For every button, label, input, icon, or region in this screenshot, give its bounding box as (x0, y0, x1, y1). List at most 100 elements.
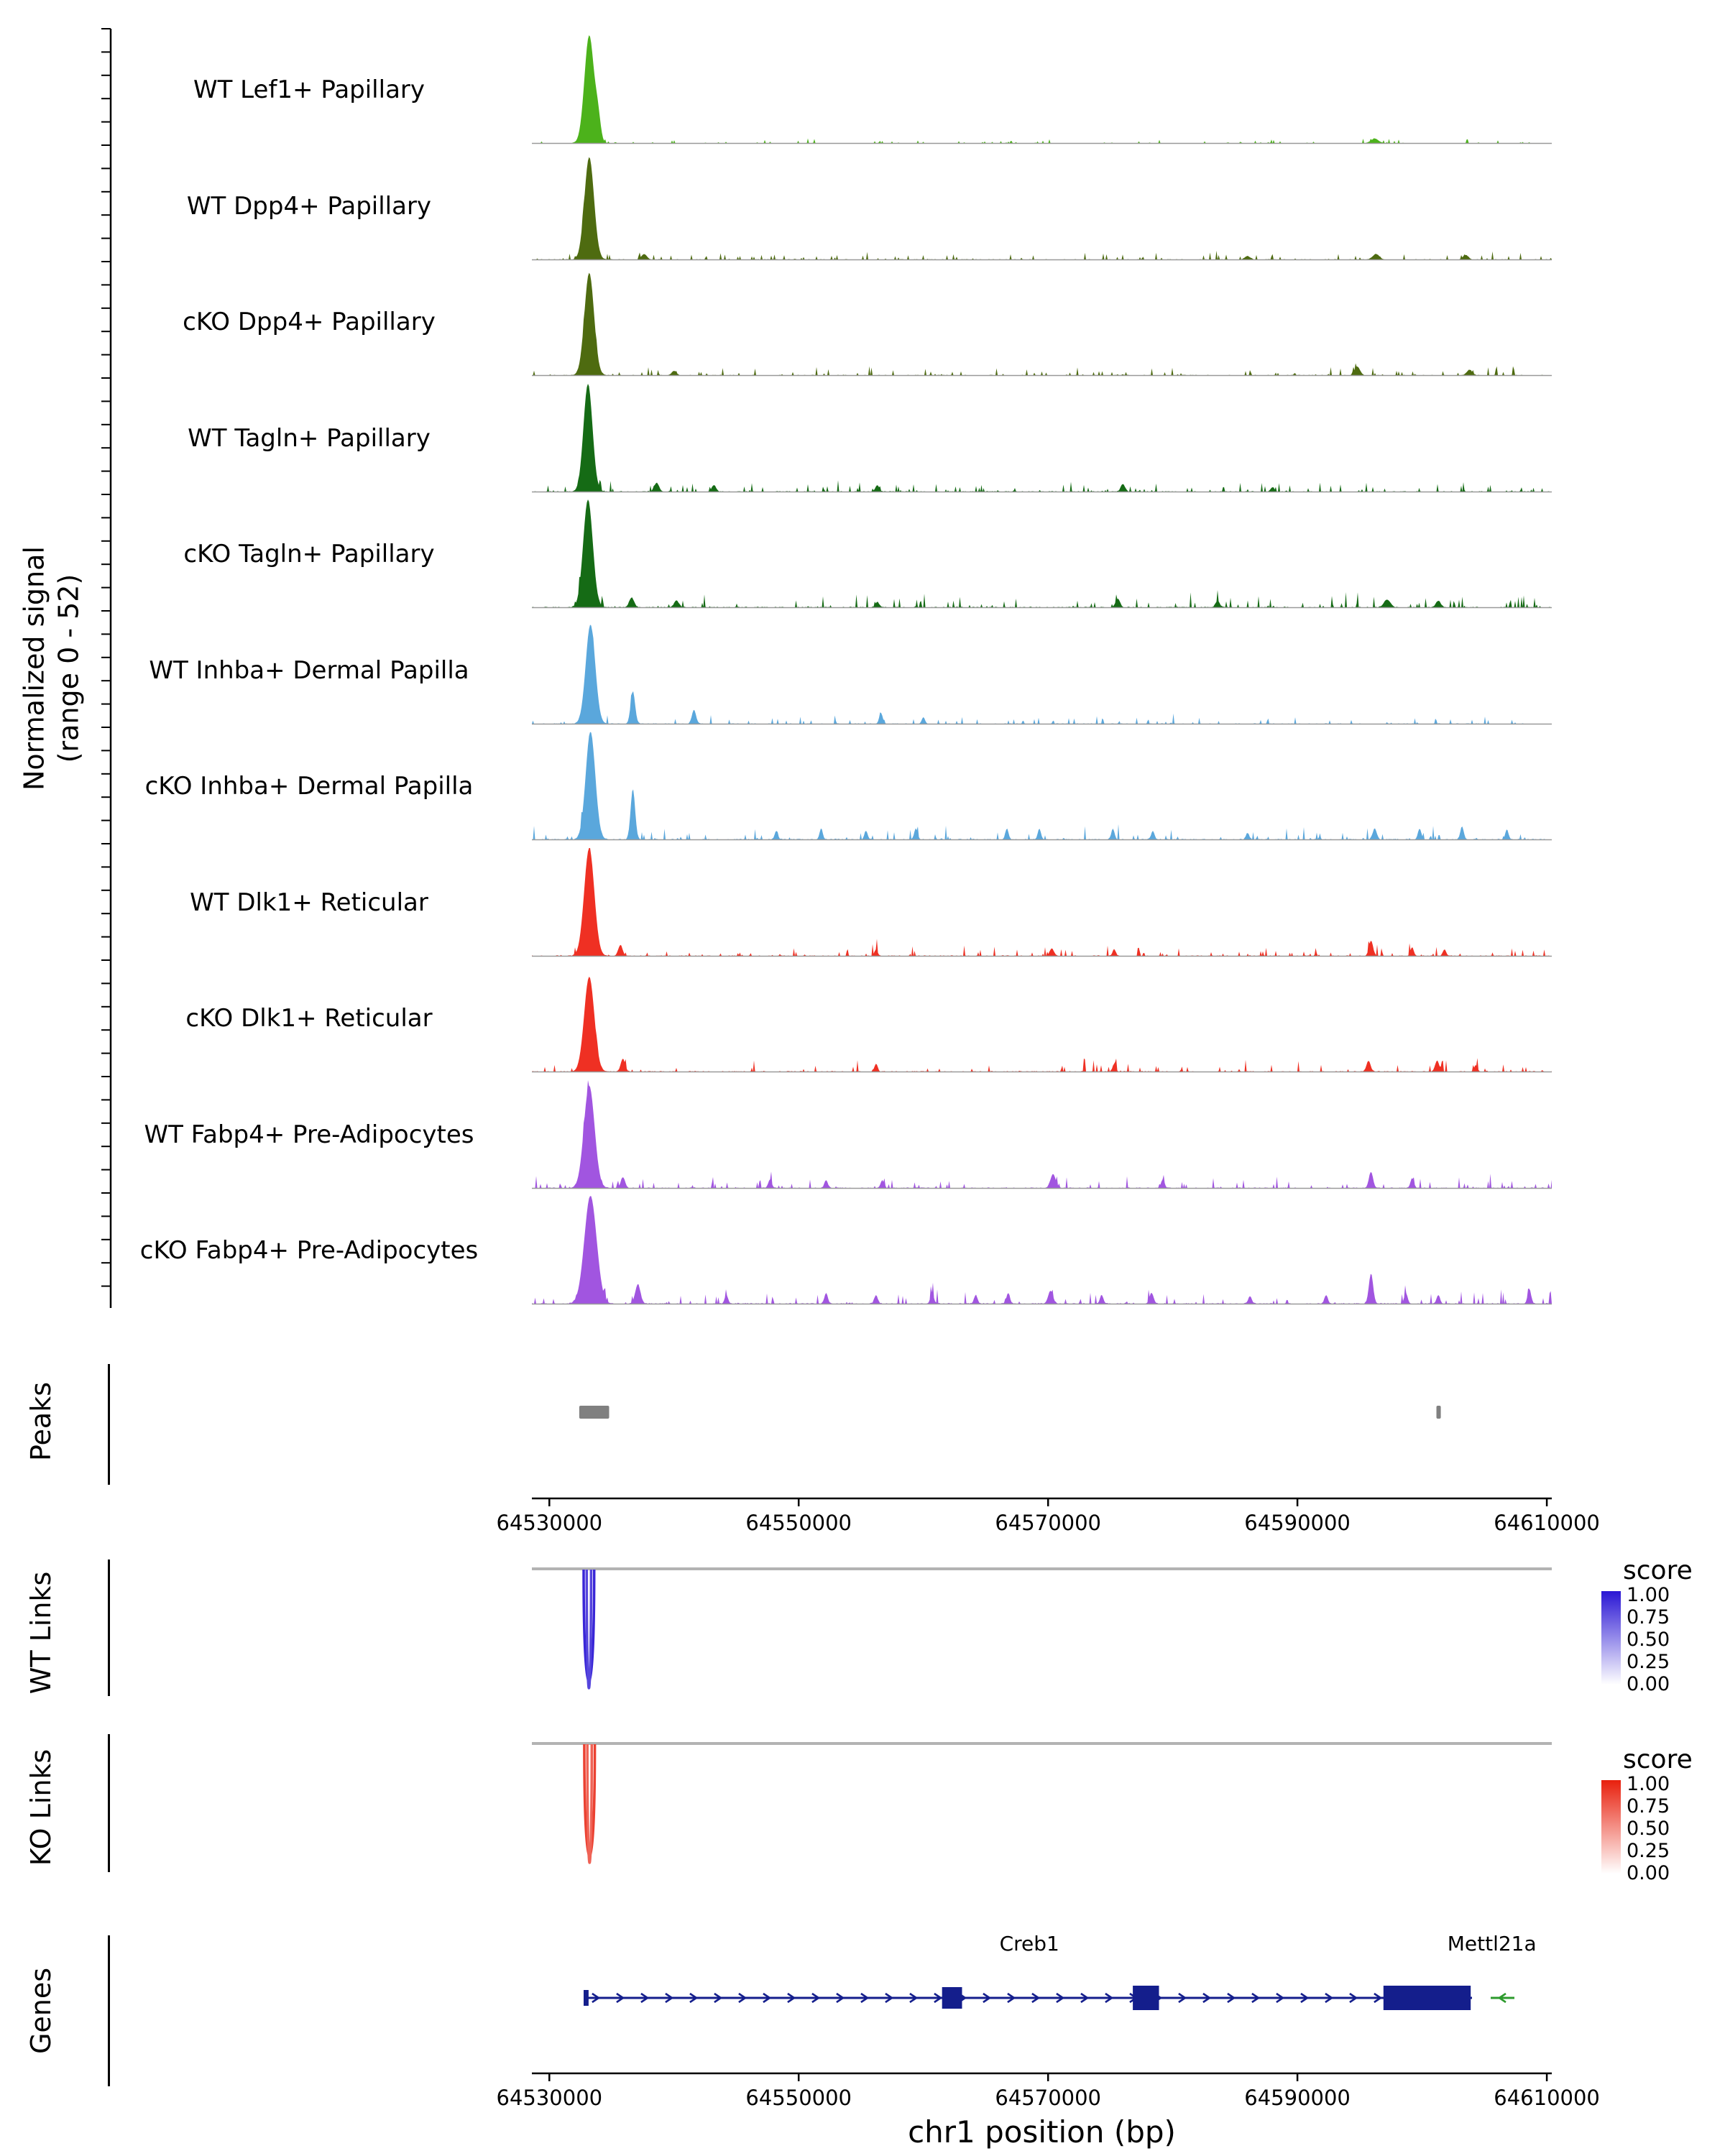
axis-tick-label: 64530000 (496, 2086, 602, 2110)
genes-section-label: Genes (25, 1967, 57, 2055)
strand-arrow-icon (640, 1992, 650, 2004)
wt-legend-tick-labels: 1.00 0.75 0.50 0.25 0.00 (1627, 1584, 1670, 1695)
coverage-area (532, 383, 1552, 492)
track-label-7: WT Dlk1+ Reticular (190, 888, 428, 917)
signal-track-8 (532, 977, 1552, 1073)
legend-tick-label: 0.25 (1627, 1840, 1670, 1862)
strand-arrow-icon (1178, 1992, 1187, 2004)
track-label-0: WT Lef1+ Papillary (193, 75, 426, 104)
legend-tick-label: 1.00 (1627, 1584, 1670, 1606)
ko-legend-tick-labels: 1.00 0.75 0.50 0.25 0.00 (1627, 1773, 1670, 1884)
strand-arrow-icon (1031, 1992, 1041, 2004)
coverage-area (532, 272, 1552, 375)
exon-rect (1383, 1986, 1471, 2010)
track-label-5: WT Inhba+ Dermal Papilla (149, 655, 469, 685)
strand-arrow-icon (1202, 1992, 1212, 2004)
signal-track-5 (532, 624, 1552, 724)
coverage-area (532, 732, 1552, 839)
strand-arrow-icon (1349, 1992, 1358, 2004)
genes-plot: Creb1 Mettl21a (584, 1932, 1537, 2010)
legend-tick-label: 0.50 (1627, 1628, 1670, 1651)
signal-track-1 (532, 157, 1552, 260)
exon-rect (942, 1987, 962, 2009)
axis-tick-label: 64550000 (745, 2086, 852, 2110)
coverage-area (532, 624, 1552, 724)
ko-links-axis-line (108, 1734, 110, 1872)
signal-track-7 (532, 847, 1552, 957)
strand-arrow-icon (616, 1992, 625, 2004)
strand-arrow-icon (1374, 1992, 1383, 2004)
axis-tick-label: 64610000 (1494, 1511, 1600, 1535)
strand-arrow-icon (1497, 1992, 1506, 2004)
strand-arrow-icon (592, 1992, 601, 2004)
strand-arrow-icon (763, 1992, 772, 2004)
wt-legend-title: score (1623, 1556, 1693, 1585)
track-label-3: WT Tagln+ Papillary (188, 423, 431, 453)
peak-interval (579, 1406, 610, 1419)
track-label-2: cKO Dpp4+ Papillary (183, 308, 436, 336)
link-arc (583, 1743, 597, 1858)
coverage-area (532, 35, 1552, 143)
coverage-area (532, 1079, 1552, 1188)
strand-arrow-icon (1227, 1992, 1236, 2004)
wt-links-score-legend: score 1.00 0.75 0.50 0.25 0.00 (1601, 1556, 1725, 1695)
link-arc (586, 1743, 594, 1864)
axis-tick-label: 64570000 (995, 1511, 1101, 1535)
strand-arrow-icon (1080, 1992, 1090, 2004)
gene-label: Creb1 (1000, 1932, 1059, 1955)
legend-tick-label: 0.00 (1627, 1862, 1670, 1884)
strand-arrow-icon (1056, 1992, 1065, 2004)
ko-legend-title: score (1623, 1745, 1693, 1774)
link-arc (582, 1569, 596, 1683)
legend-tick-label: 0.00 (1627, 1673, 1670, 1695)
peak-interval (1436, 1406, 1441, 1419)
strand-arrow-icon (689, 1992, 699, 2004)
signal-track-6 (532, 732, 1552, 841)
axis-tick-label: 64570000 (995, 2086, 1101, 2110)
strand-arrow-icon (1325, 1992, 1334, 2004)
strand-arrow-icon (811, 1992, 821, 2004)
ko-legend-gradient-bar (1601, 1780, 1621, 1874)
signal-track-0 (532, 35, 1552, 144)
axis-tick-label: 64530000 (496, 1511, 602, 1535)
strand-arrow-icon (983, 1992, 992, 2004)
signal-tracks (532, 29, 1552, 1315)
exon-rect (1133, 1986, 1159, 2010)
legend-tick-label: 0.75 (1627, 1606, 1670, 1628)
coverage-area (532, 847, 1552, 956)
peaks-section-label: Peaks (25, 1381, 57, 1462)
legend-tick-label: 0.75 (1627, 1795, 1670, 1818)
strand-arrow-icon (665, 1992, 674, 2004)
strand-arrow-icon (885, 1992, 894, 2004)
coverage-area (532, 977, 1552, 1072)
track-label-9: WT Fabp4+ Pre-Adipocytes (144, 1120, 474, 1149)
strand-arrow-icon (836, 1992, 845, 2004)
y-axis-label-line2: (range 0 - 52) (52, 573, 84, 763)
signal-track-9 (532, 1079, 1552, 1189)
strand-arrow-icon (1300, 1992, 1310, 2004)
genes-axis-line (108, 1935, 110, 2086)
ko-links-plot (532, 1742, 1552, 1864)
strand-arrow-icon (860, 1992, 870, 2004)
legend-tick-label: 1.00 (1627, 1773, 1670, 1795)
y-axis-label: Normalized signal (range 0 - 52) (18, 546, 86, 791)
ko-links-score-legend: score 1.00 0.75 0.50 0.25 0.00 (1601, 1745, 1725, 1884)
genomic-axis-upper: 64530000 64550000 64570000 64590000 64610000 (496, 1497, 1600, 1535)
ko-links-section-label: KO Links (25, 1749, 57, 1866)
strand-arrow-icon (787, 1992, 796, 2004)
signal-y-axis-ruler (101, 28, 112, 1308)
x-axis-title: chr1 position (bp) (908, 2114, 1176, 2150)
wt-links-axis-line (108, 1560, 110, 1696)
coverage-area (532, 1196, 1552, 1304)
signal-track-3 (532, 383, 1552, 492)
strand-arrow-icon (1251, 1992, 1261, 2004)
wt-legend-gradient-bar (1601, 1591, 1621, 1685)
axis-tick-label: 64550000 (745, 1511, 852, 1535)
wt-links-section-label: WT Links (25, 1571, 57, 1695)
strand-arrow-icon (714, 1992, 723, 2004)
track-label-8: cKO Dlk1+ Reticular (185, 1004, 433, 1033)
axis-tick-label: 64590000 (1244, 2086, 1351, 2110)
strand-arrow-icon (909, 1992, 919, 2004)
peaks-plot (579, 1406, 1441, 1419)
